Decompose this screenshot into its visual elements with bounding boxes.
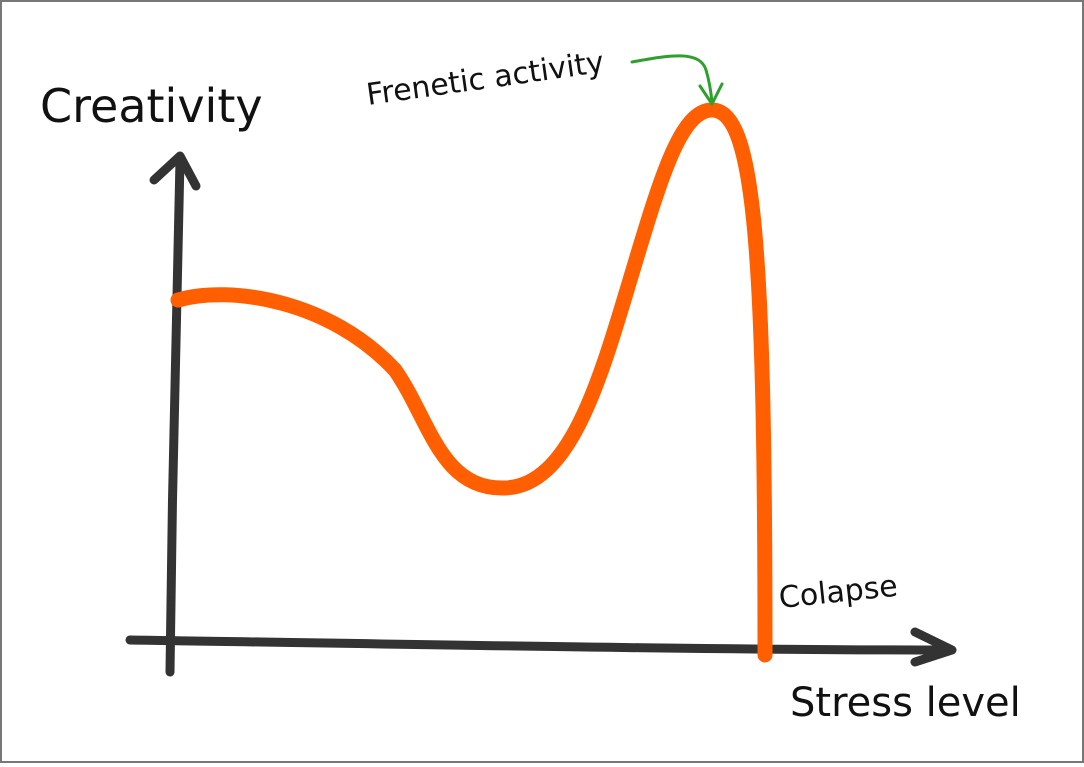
annotation-arrowhead [698,82,724,106]
annotation-arrow [630,54,714,104]
y-axis-label: Creativity [40,79,263,133]
y-axis [165,155,185,677]
x-axis-label: Stress level [790,680,1021,726]
x-axis-arrowhead [910,627,957,667]
creativity-curve [170,102,773,663]
y-axis-arrowhead [149,151,201,191]
x-axis [125,635,955,655]
